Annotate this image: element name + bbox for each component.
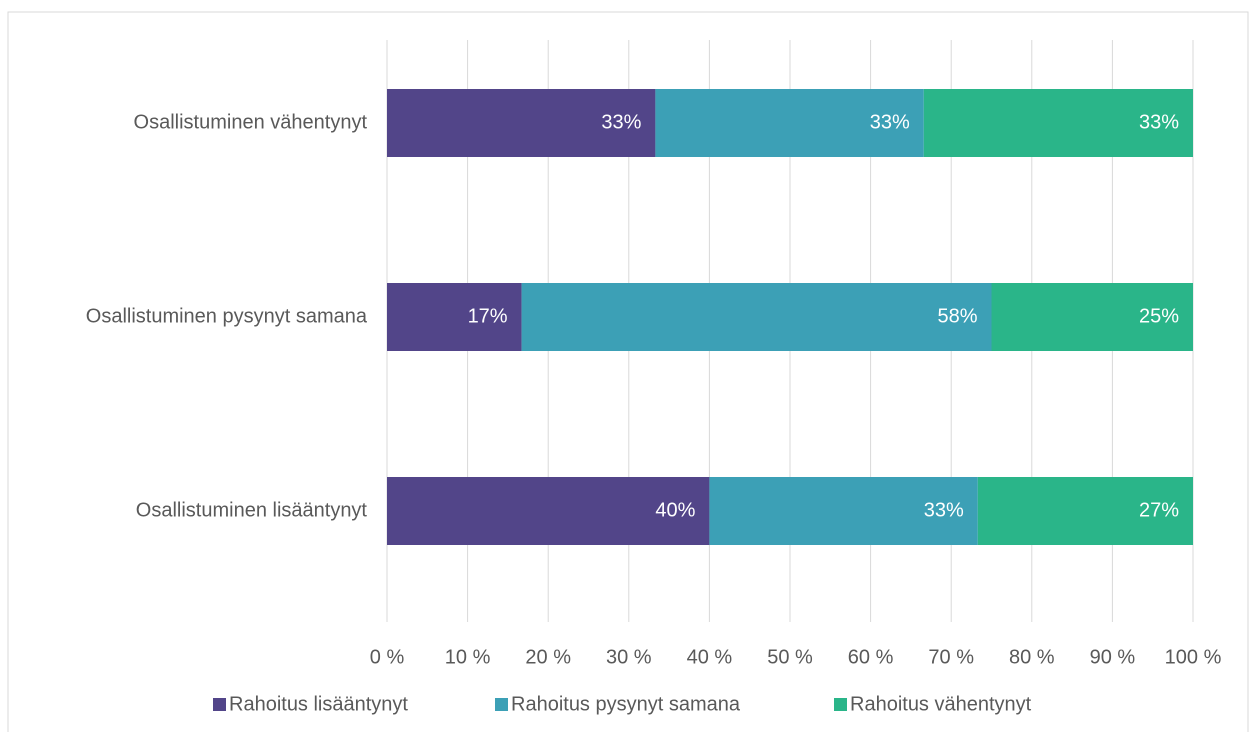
x-tick-label: 20 % (525, 646, 571, 668)
value-label: 33% (870, 111, 910, 133)
x-tick-label: 0 % (370, 646, 405, 668)
value-label: 40% (655, 499, 695, 521)
x-tick-label: 50 % (767, 646, 813, 668)
bar-segment (655, 89, 924, 157)
legend-label: Rahoitus vähentynyt (850, 693, 1032, 715)
x-tick-label: 100 % (1165, 646, 1222, 668)
bar-segment (521, 283, 992, 351)
value-label: 33% (924, 499, 964, 521)
bar-segment (387, 89, 656, 157)
bar-segment (709, 477, 978, 545)
bar-segment (977, 477, 1193, 545)
bar-segment (387, 477, 710, 545)
legend-swatch (834, 698, 847, 711)
legend-swatch (213, 698, 226, 711)
value-label: 17% (468, 305, 508, 327)
chart-frame (7, 11, 1249, 732)
legend-swatch (495, 698, 508, 711)
value-label: 27% (1139, 499, 1179, 521)
legend-label: Rahoitus lisääntynyt (229, 693, 408, 715)
x-tick-label: 90 % (1090, 646, 1136, 668)
y-tick-label: Osallistuminen pysynyt samana (86, 305, 368, 327)
bar-segment (387, 283, 522, 351)
x-tick-label: 40 % (687, 646, 733, 668)
x-tick-label: 70 % (928, 646, 974, 668)
x-tick-label: 80 % (1009, 646, 1055, 668)
value-label: 33% (601, 111, 641, 133)
value-label: 25% (1139, 305, 1179, 327)
value-label: 33% (1139, 111, 1179, 133)
y-tick-label: Osallistuminen lisääntynyt (136, 499, 368, 521)
bar-segment (991, 283, 1193, 351)
x-tick-label: 10 % (445, 646, 491, 668)
value-label: 58% (937, 305, 977, 327)
x-tick-label: 60 % (848, 646, 894, 668)
legend-label: Rahoitus pysynyt samana (511, 693, 741, 715)
y-tick-label: Osallistuminen vähentynyt (134, 111, 368, 133)
x-tick-label: 30 % (606, 646, 652, 668)
bar-segment (923, 89, 1193, 157)
